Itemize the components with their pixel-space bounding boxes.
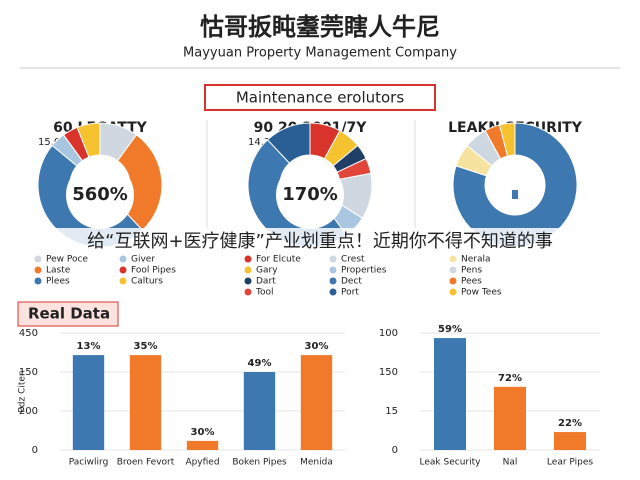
x-tick-label: Apyfied bbox=[185, 458, 219, 468]
legend-swatch bbox=[34, 255, 42, 263]
y-tick-label: 100 bbox=[379, 328, 398, 339]
legend-swatch bbox=[34, 266, 42, 274]
subtitle: Mayyuan Property Management Company bbox=[183, 46, 457, 61]
banner: Maintenance erolutors bbox=[236, 89, 405, 107]
y-tick-label: 200 bbox=[19, 406, 38, 417]
bar bbox=[494, 386, 526, 450]
center-label: 560% bbox=[72, 184, 128, 205]
legend-swatch bbox=[244, 255, 252, 263]
title: 怙哥扳盹耋莞瞎人牛尼 bbox=[200, 13, 440, 41]
legend-swatch bbox=[119, 277, 127, 285]
center-disc bbox=[276, 161, 344, 229]
legend-label: Dart bbox=[256, 277, 276, 287]
legend-swatch bbox=[329, 255, 337, 263]
legend-label: Pees bbox=[461, 277, 482, 287]
bar bbox=[186, 440, 219, 450]
x-tick-label: Paciwlirg bbox=[69, 458, 109, 468]
x-tick-label: Lear Pipes bbox=[547, 458, 593, 468]
legend-swatch bbox=[449, 266, 457, 274]
legend-label: Pow Tees bbox=[461, 288, 502, 298]
y-tick-label: 150 bbox=[379, 367, 398, 378]
y-tick-label: 15 bbox=[385, 406, 398, 417]
legend-label: Dect bbox=[341, 277, 362, 287]
bar bbox=[129, 355, 162, 450]
overlay-band bbox=[0, 228, 640, 254]
bar bbox=[554, 432, 586, 450]
x-tick-label: Nal bbox=[503, 458, 518, 468]
section-title: Real Data bbox=[28, 305, 110, 323]
legend-label: Nerala bbox=[461, 255, 491, 265]
legend-label: Pew Poce bbox=[46, 255, 88, 265]
x-tick-label: Leak Security bbox=[420, 458, 482, 468]
house-icon bbox=[501, 173, 529, 199]
y-tick-label: 150 bbox=[19, 367, 38, 378]
y-tick-label: 0 bbox=[392, 445, 398, 456]
pie-slice bbox=[266, 122, 311, 164]
corner-label: 15.0% bbox=[38, 137, 70, 148]
legend-label: Giver bbox=[131, 255, 155, 265]
bar bbox=[434, 338, 466, 450]
center-label: 170% bbox=[282, 184, 338, 205]
legend-label: Gary bbox=[256, 266, 278, 276]
banner-box bbox=[204, 84, 436, 111]
bar bbox=[300, 355, 333, 450]
x-tick-label: Boken Pipes bbox=[232, 458, 287, 468]
legend-label: Port bbox=[341, 288, 359, 298]
legend-swatch bbox=[244, 266, 252, 274]
overlay-text: 给“互联网+医疗健康”产业划重点！近期你不得不知道的事 bbox=[87, 231, 553, 252]
pie-slice bbox=[76, 122, 101, 158]
legend-label: Properties bbox=[341, 266, 387, 276]
bar-label: 30% bbox=[191, 427, 215, 438]
bar bbox=[72, 355, 105, 450]
x-tick-label: Broen Fevort bbox=[117, 458, 175, 468]
legend-swatch bbox=[244, 288, 252, 296]
legend-swatch bbox=[34, 277, 42, 285]
pie-slice bbox=[452, 122, 578, 248]
legend-label: Laste bbox=[46, 266, 71, 276]
legend-swatch bbox=[244, 277, 252, 285]
bar-label: 22% bbox=[558, 418, 582, 429]
legend-swatch bbox=[449, 277, 457, 285]
legend-label: Fool Pipes bbox=[131, 266, 176, 276]
legend-swatch bbox=[119, 266, 127, 274]
pie-slice bbox=[498, 122, 516, 157]
legend-swatch bbox=[329, 288, 337, 296]
legend-swatch bbox=[449, 288, 457, 296]
legend-label: Calturs bbox=[131, 277, 163, 287]
legend-label: Crest bbox=[341, 255, 365, 265]
bar-label: 59% bbox=[438, 324, 462, 335]
x-tick-label: Menida bbox=[300, 458, 333, 468]
bar-label: 30% bbox=[305, 341, 329, 352]
legend-swatch bbox=[329, 277, 337, 285]
bar-label: 13% bbox=[77, 341, 101, 352]
legend-swatch bbox=[329, 266, 337, 274]
legend-swatch bbox=[119, 255, 127, 263]
legend-label: Plees bbox=[46, 277, 70, 287]
bar-label: 49% bbox=[248, 358, 272, 369]
legend-label: Pens bbox=[461, 266, 482, 276]
y-tick-label: 0 bbox=[32, 445, 38, 456]
center-disc bbox=[66, 161, 134, 229]
bar-label: 72% bbox=[498, 373, 522, 384]
bar-label: 35% bbox=[134, 341, 158, 352]
y-tick-label: 450 bbox=[19, 328, 38, 339]
legend-label: Tool bbox=[255, 288, 273, 298]
house-door bbox=[512, 190, 518, 199]
bar bbox=[243, 372, 276, 450]
section-box bbox=[17, 301, 119, 327]
legend-swatch bbox=[449, 255, 457, 263]
y-axis-label: Pdz Citen bbox=[18, 370, 28, 412]
corner-label: 14.3% bbox=[248, 137, 280, 148]
legend-label: For Elcute bbox=[256, 255, 301, 265]
